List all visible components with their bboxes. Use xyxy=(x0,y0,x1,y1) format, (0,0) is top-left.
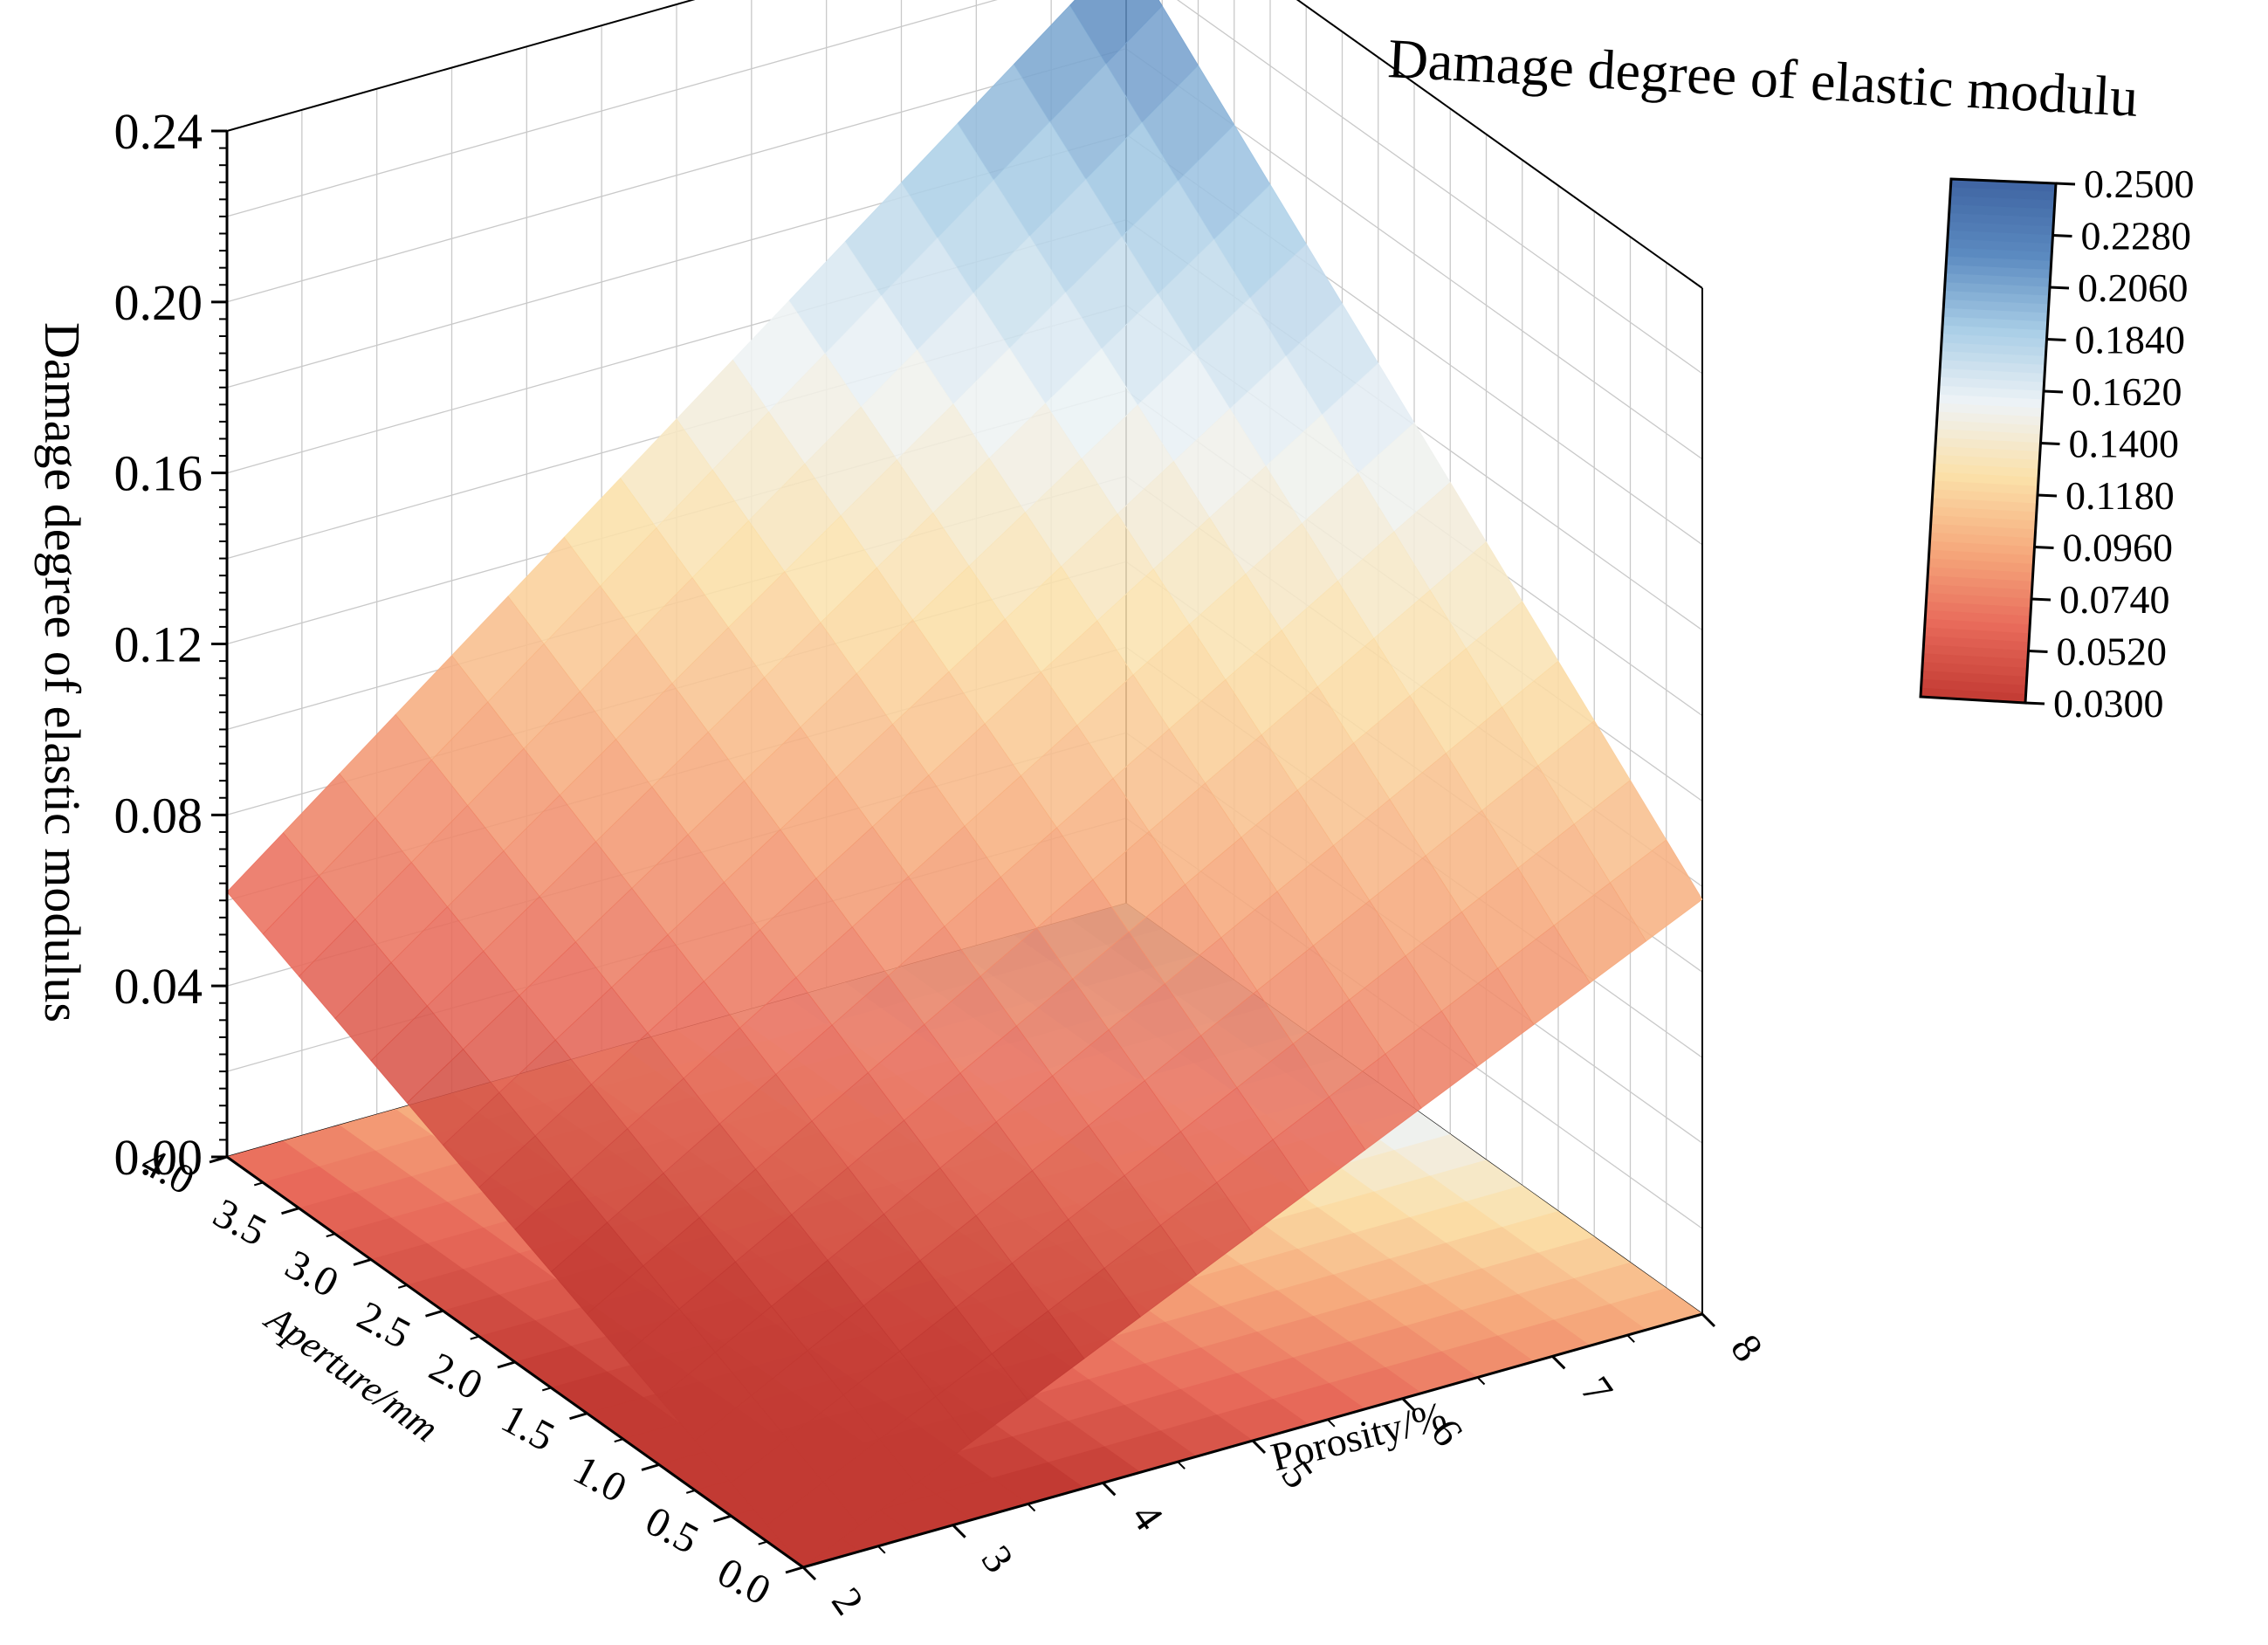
y-minor-tick xyxy=(722,1515,732,1520)
y-tick-label: 2.0 xyxy=(422,1344,490,1409)
colorbar-tick-label: 0.2060 xyxy=(2078,265,2189,310)
colorbar-tick-label: 0.1180 xyxy=(2065,473,2175,518)
z-tick-label: 0.20 xyxy=(114,274,203,331)
x-tick-label: 3 xyxy=(972,1538,1022,1581)
y-tick-label: 3.0 xyxy=(278,1241,346,1306)
y-minor-tick xyxy=(326,1233,336,1238)
colorbar-tick xyxy=(2037,493,2058,498)
colorbar-tick xyxy=(2043,389,2064,394)
colorbar-tick-label: 0.1620 xyxy=(2072,369,2182,414)
y-minor-tick xyxy=(758,1540,768,1545)
x-tick-label: 4 xyxy=(1122,1495,1172,1538)
z-tick-label: 0.00 xyxy=(114,1129,203,1186)
colorbar-tick-label: 0.0520 xyxy=(2057,630,2168,674)
y-minor-tick xyxy=(685,1489,696,1494)
x-minor-tick xyxy=(877,1545,886,1554)
colorbar-tick-label: 0.2500 xyxy=(2084,162,2195,206)
box-edge xyxy=(1296,0,1703,289)
x-minor-tick xyxy=(1401,1397,1411,1407)
z-tick-label: 0.04 xyxy=(114,958,203,1015)
box-edge xyxy=(226,0,696,132)
colorbar-tick xyxy=(2049,286,2070,290)
y-minor-tick xyxy=(794,1566,804,1571)
colorbar-tick xyxy=(2055,182,2076,186)
colorbar-tick xyxy=(2024,701,2045,705)
z-tick-label: 0.12 xyxy=(114,616,203,673)
z-tick-label: 0.16 xyxy=(114,445,203,502)
x-tick-label: 8 xyxy=(1722,1326,1771,1370)
z-tick-label: 0.24 xyxy=(114,103,203,160)
y-tick-label: 3.5 xyxy=(206,1190,274,1256)
x-minor-tick xyxy=(1476,1376,1486,1386)
x-minor-tick xyxy=(1626,1334,1635,1343)
y-minor-tick xyxy=(470,1335,480,1340)
y-minor-tick xyxy=(290,1207,299,1212)
colorbar-tick-label: 0.0300 xyxy=(2053,681,2164,726)
y-minor-tick xyxy=(217,1156,228,1160)
y-minor-tick xyxy=(434,1310,443,1315)
x-minor-tick xyxy=(802,1566,811,1575)
x-minor-tick xyxy=(1027,1503,1036,1512)
y-minor-tick xyxy=(614,1438,624,1443)
z-tick-label: 0.08 xyxy=(114,787,203,843)
x-minor-tick xyxy=(1177,1461,1186,1469)
colorbar-tick xyxy=(2052,234,2072,237)
x-minor-tick xyxy=(1551,1355,1561,1365)
x-minor-tick xyxy=(952,1524,961,1533)
x-minor-tick xyxy=(1327,1419,1336,1428)
colorbar-tick-label: 0.1840 xyxy=(2075,318,2186,362)
colorbar-tick xyxy=(2031,597,2052,602)
y-axis-title: Aperture/mm xyxy=(256,1296,446,1450)
z-axis-title: Damage degree of elastic modulus xyxy=(34,322,91,1022)
y-minor-tick xyxy=(361,1258,372,1263)
y-tick-label: 1.0 xyxy=(566,1446,634,1511)
y-tick-label: 0.5 xyxy=(638,1497,706,1563)
colorbar-tick xyxy=(2034,546,2054,549)
y-minor-tick xyxy=(253,1181,264,1187)
x-tick-label: 2 xyxy=(822,1580,872,1623)
colorbar-tick-label: 0.0960 xyxy=(2063,526,2174,570)
y-minor-tick xyxy=(397,1284,408,1289)
colorbar-tick-label: 0.0740 xyxy=(2059,577,2170,622)
y-tick-label: 1.5 xyxy=(494,1395,562,1461)
colorbar-tick-label: 0.1400 xyxy=(2069,422,2180,466)
x-minor-tick xyxy=(1252,1440,1261,1449)
y-minor-tick xyxy=(649,1463,660,1469)
y-minor-tick xyxy=(505,1361,516,1366)
y-minor-tick xyxy=(578,1412,588,1417)
surface-cell xyxy=(766,1482,860,1568)
y-tick-label: 0.0 xyxy=(710,1549,778,1614)
x-minor-tick xyxy=(1701,1313,1710,1322)
colorbar-tick xyxy=(2028,650,2048,653)
x-minor-tick xyxy=(1102,1482,1111,1491)
colorbar-tick-label: 0.2280 xyxy=(2081,214,2192,258)
y-tick-label: 2.5 xyxy=(350,1292,418,1358)
x-tick-label: 7 xyxy=(1571,1368,1621,1412)
colorbar-tick xyxy=(2046,338,2066,341)
y-minor-tick xyxy=(541,1387,552,1392)
